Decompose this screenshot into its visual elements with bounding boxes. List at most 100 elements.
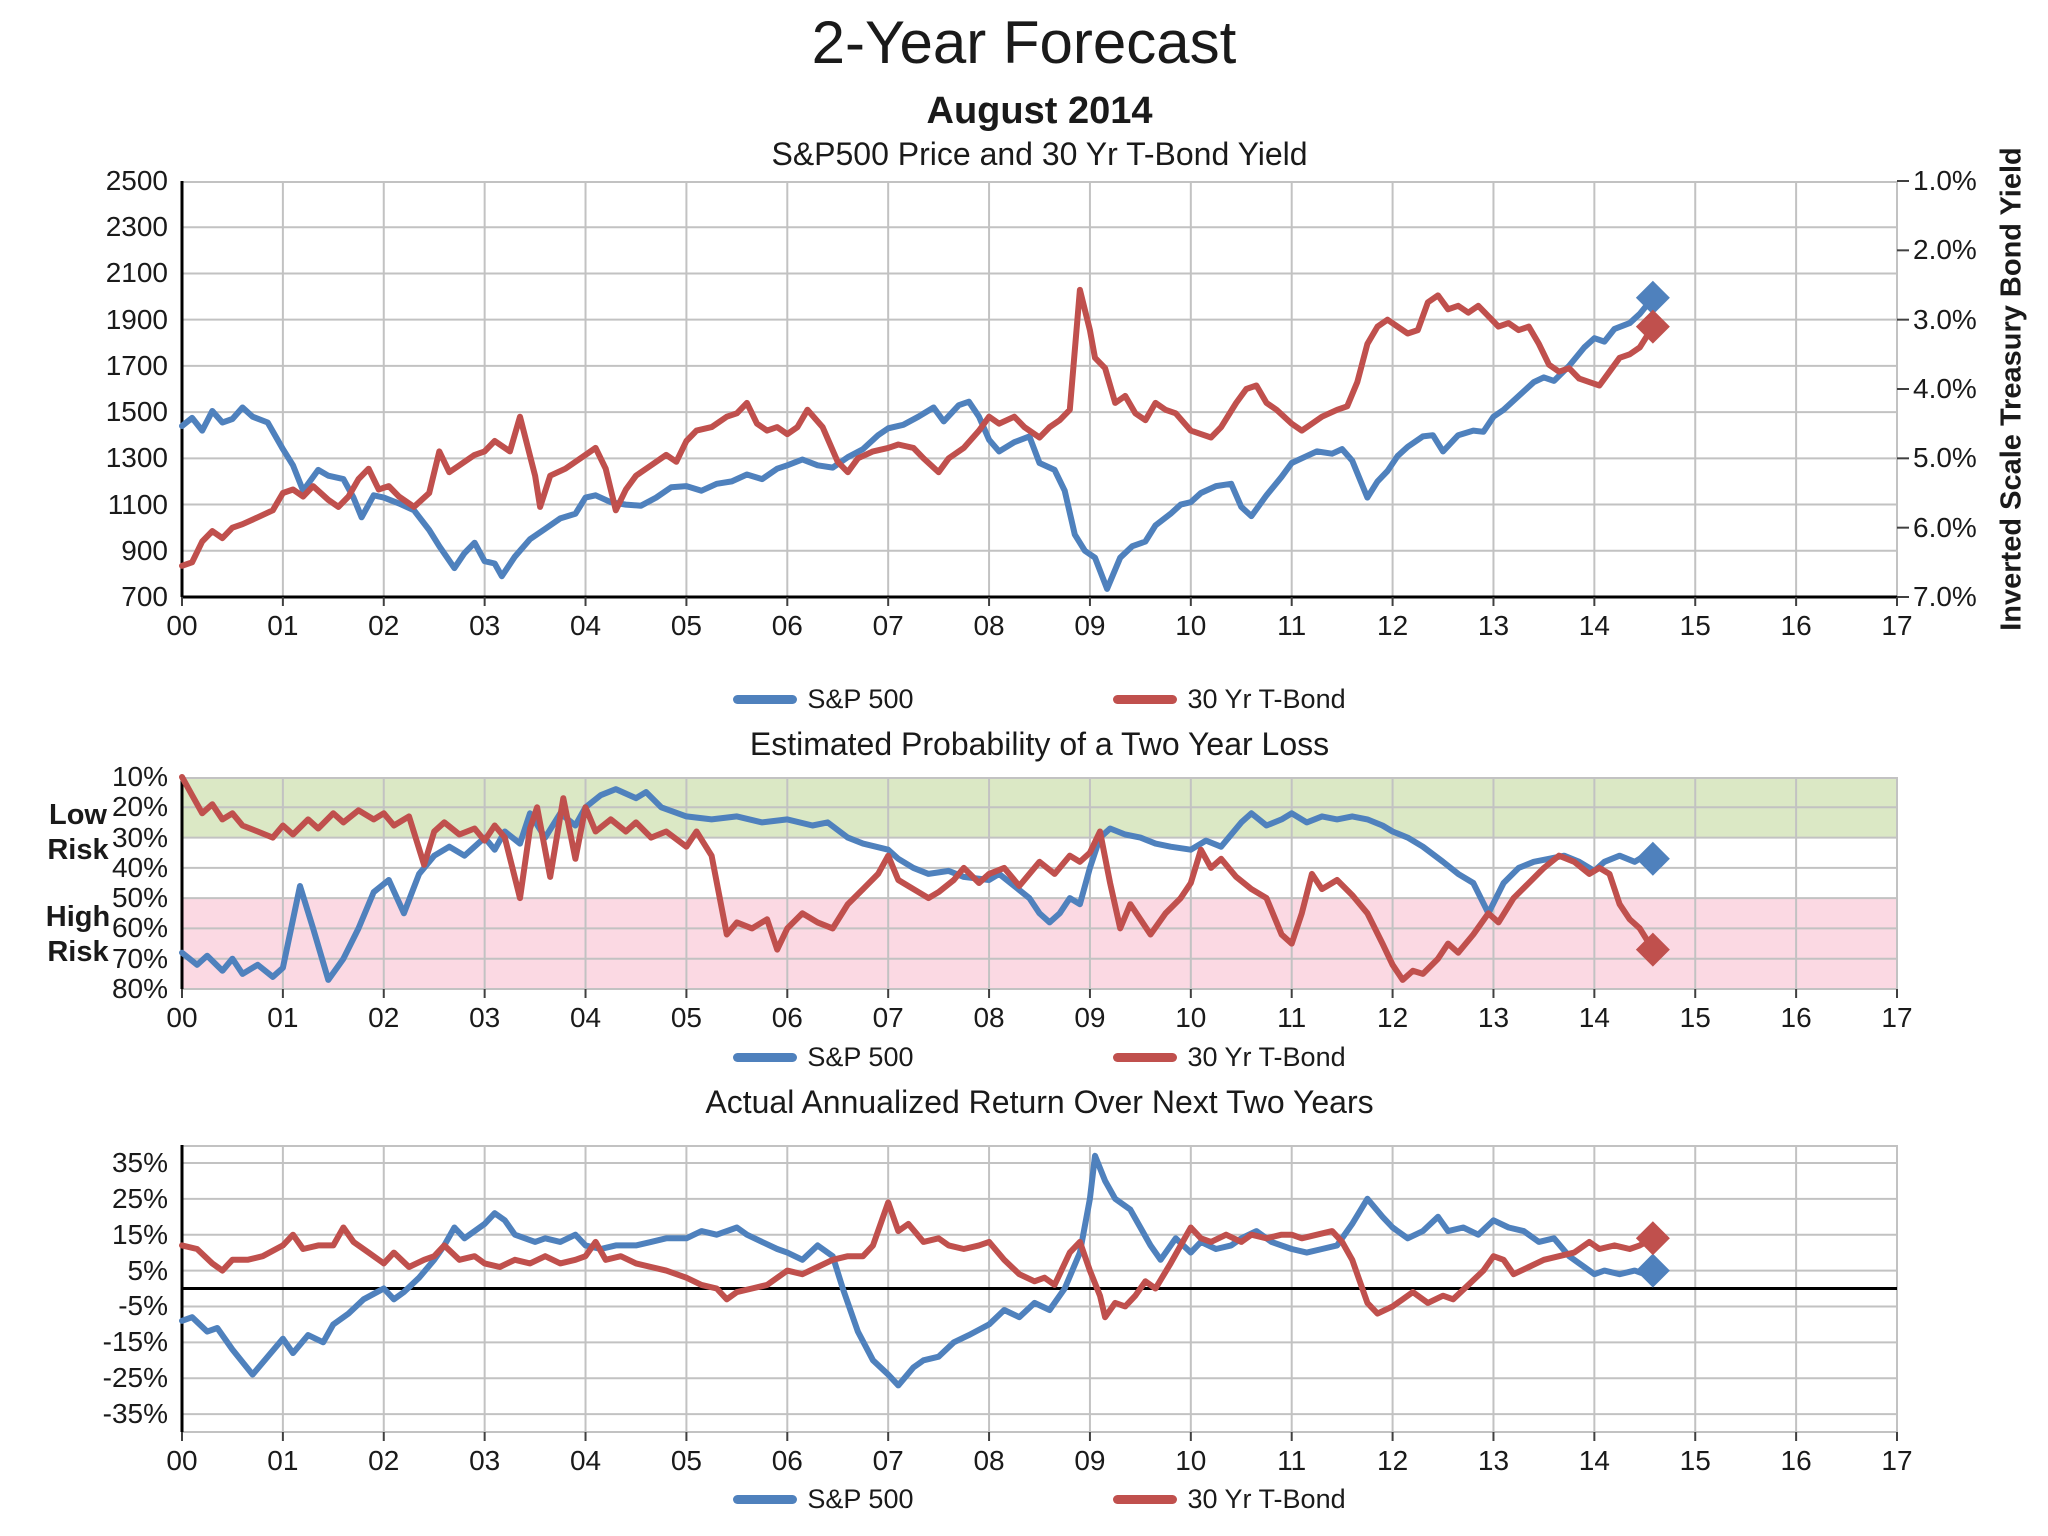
x-tick-label: 14 xyxy=(1578,610,1610,641)
return-plot-area: 35% 25% 15% 5% -5% -15% -25% -35% 00 01 02 03 04 05 0… xyxy=(103,1145,1913,1476)
x-tick-label: 10 xyxy=(1175,610,1207,641)
sp500-series-line xyxy=(179,1152,1656,1389)
x-tick-label: 13 xyxy=(1477,1445,1510,1476)
x-tick-label: 05 xyxy=(670,610,702,641)
x-tick-label: 06 xyxy=(771,610,803,641)
y-tick-label: 15% xyxy=(111,1218,168,1250)
x-tick-label: 00 xyxy=(166,1002,198,1033)
y-tick-label: 40% xyxy=(111,851,168,883)
price-axis-labels: 2500 2300 2100 1900 1700 1500 1300 1100 900 700 xyxy=(18,165,168,612)
right-tick-label: 5.0% xyxy=(1913,442,1977,474)
y-tick-label: -25% xyxy=(102,1362,168,1394)
probability-legend: S&P 500 30 Yr T-Bond xyxy=(182,1042,1897,1073)
legend-label-tbond: 30 Yr T-Bond xyxy=(1187,1484,1346,1514)
sp500-series-line xyxy=(179,786,1656,983)
y-tick-label: 1500 xyxy=(105,396,168,428)
legend-label-sp500: S&P 500 xyxy=(807,1484,914,1514)
sp500-end-diamond-marker xyxy=(1635,280,1670,315)
return-canvas xyxy=(179,1145,1898,1441)
y-tick-label: 1100 xyxy=(107,488,168,520)
yield-axis-labels: 1.0% 2.0% 3.0% 4.0% 5.0% 6.0% 7.0% xyxy=(1913,165,2033,612)
y-tick-label: 1900 xyxy=(105,303,168,335)
x-tick-label: 14 xyxy=(1578,1445,1610,1476)
x-tick-label: 07 xyxy=(872,610,904,641)
x-tick-label: 11 xyxy=(1277,1445,1307,1476)
return-legend: S&P 500 30 Yr T-Bond xyxy=(182,1484,1897,1515)
x-tick-label: 16 xyxy=(1780,1445,1812,1476)
x-tick-label: 16 xyxy=(1780,1002,1812,1033)
x-tick-label: 08 xyxy=(973,1445,1005,1476)
x-tick-label: 04 xyxy=(569,610,602,641)
x-tick-label: 02 xyxy=(368,610,400,641)
y-tick-label: 1700 xyxy=(105,349,168,381)
tbond-end-diamond-marker xyxy=(1635,1221,1670,1256)
x-tick-label: 07 xyxy=(872,1445,904,1476)
high-risk-label: High Risk xyxy=(28,900,128,970)
x-tick-label: 01 xyxy=(267,1002,299,1033)
legend-item-tbond: 30 Yr T-Bond xyxy=(1113,684,1346,715)
y-tick-label: 80% xyxy=(111,973,168,1004)
chart-2-svg xyxy=(179,1145,1898,1441)
y-tick-label: 2300 xyxy=(105,211,168,243)
high-risk-line1: High xyxy=(45,901,111,933)
return-axis-labels: 35% 25% 15% 5% -5% -15% -25% -35% xyxy=(18,1145,168,1432)
price-yield-chart-title: S&P500 Price and 30 Yr T-Bond Yield xyxy=(771,136,1308,172)
probability-chart-title: Estimated Probability of a Two Year Loss xyxy=(749,726,1330,762)
chart-0-svg xyxy=(179,180,1909,606)
y-tick-label: -5% xyxy=(118,1290,168,1322)
sp500-line-swatch xyxy=(733,695,798,704)
year-axis-labels: 00 01 02 03 04 05 06 07 08 09 10 11 12 13 14 15 16 17 xyxy=(166,1444,1912,1478)
tbond-series-line xyxy=(179,774,1656,983)
x-tick-label: 02 xyxy=(368,1445,400,1476)
y-tick-label: 20% xyxy=(111,791,168,823)
x-tick-label: 09 xyxy=(1074,1002,1106,1033)
right-tick-label: 6.0% xyxy=(1913,511,1977,543)
page-title: 2-Year Forecast xyxy=(811,9,1237,76)
sp500-series-line xyxy=(179,294,1656,592)
tbond-end-diamond-marker xyxy=(1635,932,1670,967)
x-tick-label: 17 xyxy=(1881,610,1913,641)
x-tick-label: 12 xyxy=(1377,610,1409,641)
y-tick-label: 900 xyxy=(121,534,168,566)
x-tick-label: 01 xyxy=(267,1445,299,1476)
x-tick-label: 04 xyxy=(569,1002,602,1033)
low-risk-line1: Low xyxy=(49,799,107,831)
x-tick-label: 13 xyxy=(1477,1002,1510,1033)
legend-item-tbond: 30 Yr T-Bond xyxy=(1113,1484,1346,1515)
tbond-series-line xyxy=(179,286,1656,569)
x-tick-label: 12 xyxy=(1377,1445,1409,1476)
x-tick-label: 06 xyxy=(771,1002,803,1033)
x-tick-label: 03 xyxy=(469,1002,501,1033)
y-tick-label: 50% xyxy=(111,882,168,914)
x-tick-label: 08 xyxy=(973,610,1005,641)
x-tick-label: 07 xyxy=(872,1002,904,1033)
x-tick-label: 00 xyxy=(166,610,198,641)
x-tick-label: 15 xyxy=(1679,1002,1711,1033)
right-tick-label: 1.0% xyxy=(1913,165,1977,196)
probability-canvas xyxy=(179,774,1898,998)
x-tick-label: 10 xyxy=(1175,1002,1207,1033)
tbond-end-diamond-marker xyxy=(1635,309,1670,344)
year-axis-labels: 00 01 02 03 04 05 06 07 08 09 10 11 12 13 14 15 16 17 xyxy=(166,1001,1912,1035)
x-tick-label: 00 xyxy=(166,1445,198,1476)
y-tick-label: 25% xyxy=(111,1182,168,1214)
chart-1-svg xyxy=(179,774,1898,998)
x-tick-label: 01 xyxy=(267,610,299,641)
y-tick-label: 2100 xyxy=(105,257,168,289)
right-tick-label: 4.0% xyxy=(1913,373,1977,404)
legend-label-tbond: 30 Yr T-Bond xyxy=(1187,684,1346,714)
tbond-line-swatch xyxy=(1113,1053,1178,1062)
probability-axis-labels: 10% 20% 30% 40% 50% 60% 70% 80% xyxy=(18,761,168,1004)
high-risk-line2: Risk xyxy=(47,936,109,968)
price-yield-canvas xyxy=(179,180,1909,606)
y-tick-label: -15% xyxy=(102,1326,168,1358)
price-yield-legend: S&P 500 30 Yr T-Bond xyxy=(182,684,1897,715)
x-tick-label: 17 xyxy=(1881,1445,1913,1476)
legend-item-tbond: 30 Yr T-Bond xyxy=(1113,1042,1346,1073)
x-tick-label: 12 xyxy=(1377,1002,1409,1033)
x-tick-label: 17 xyxy=(1881,1002,1913,1033)
y-tick-label: -35% xyxy=(102,1398,168,1430)
return-chart-title: Actual Annualized Return Over Next Two Y… xyxy=(705,1084,1374,1120)
right-tick-label: 3.0% xyxy=(1913,303,1977,335)
right-axis-title: Inverted Scale Treasury Bond Yield xyxy=(1995,147,2028,631)
